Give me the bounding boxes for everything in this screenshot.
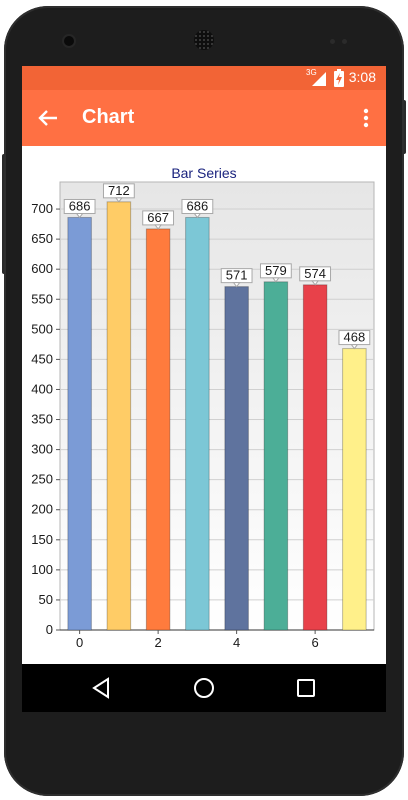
overflow-menu-button[interactable] [354,104,378,132]
earpiece-speaker [194,30,214,50]
chart-title: Bar Series [171,165,236,181]
bar [106,201,132,631]
light-sensor [342,39,347,44]
nav-back-button[interactable] [88,674,116,702]
arrow-left-icon [38,110,57,126]
y-tick-label: 450 [31,351,53,366]
data-label-pointer [232,282,241,288]
nav-home-button[interactable] [190,674,218,702]
data-label-pointer [114,197,123,203]
data-label-pointer [193,212,202,219]
app-bar: Chart [22,90,386,146]
circle-home-icon [194,678,214,698]
y-tick-label: 700 [31,201,53,216]
y-tick-label: 600 [31,261,53,276]
y-tick-label: 500 [31,321,53,336]
y-tick-label: 350 [31,412,53,427]
navigation-bar [22,664,386,712]
data-label: 712 [108,183,130,198]
data-label-pointer [75,212,84,219]
y-tick-label: 200 [31,502,53,517]
y-tick-label: 550 [31,291,53,306]
bar-chart: Bar Series 0 50 100 150 200 250 300 350 400 450 50… [31,165,375,650]
back-button[interactable] [34,104,62,132]
square-recents-icon [297,679,315,697]
front-camera-icon [64,36,74,46]
bar [145,228,171,631]
screen: 3G 3:08 Chart [22,66,386,712]
data-label: 579 [265,263,287,278]
y-tick-label: 650 [31,231,53,246]
data-label: 574 [304,266,326,281]
data-label: 468 [344,330,366,345]
power-button [402,100,406,154]
y-tick-label: 50 [39,592,53,607]
bar [342,348,367,631]
chart-container: Bar Series 0 50 100 150 200 250 300 350 400 450 50… [22,146,386,664]
network-type-label: 3G [306,68,317,77]
triangle-back-icon [92,677,109,699]
y-tick-label: 300 [31,442,53,457]
x-tick-label: 2 [155,635,162,650]
y-tick-label: 400 [31,381,53,396]
data-label: 667 [147,210,169,225]
x-tick-label: 4 [233,635,240,650]
data-label: 686 [69,198,91,213]
bar [185,216,210,631]
y-tick-label: 100 [31,562,53,577]
status-bar: 3G 3:08 [22,66,386,90]
bar [263,281,289,631]
data-label: 571 [226,268,248,283]
y-tick-label: 250 [31,472,53,487]
nav-recents-button[interactable] [292,674,320,702]
battery-icon [334,69,344,87]
signal-icon [312,72,326,86]
proximity-sensor [330,39,335,44]
data-label-pointer [154,224,163,230]
y-tick-label: 0 [46,622,53,637]
y-tick-label: 150 [31,532,53,547]
data-label-pointer [350,344,359,350]
page-title: Chart [82,106,135,128]
bar [302,284,328,631]
bar [67,216,92,631]
status-time: 3:08 [348,69,376,85]
x-tick-label: 0 [76,635,83,650]
bar [224,286,249,631]
data-label-pointer [271,277,280,283]
data-label-pointer [311,280,320,286]
x-tick-label: 6 [312,635,319,650]
data-label: 686 [187,198,209,213]
more-vert-icon [363,108,369,128]
